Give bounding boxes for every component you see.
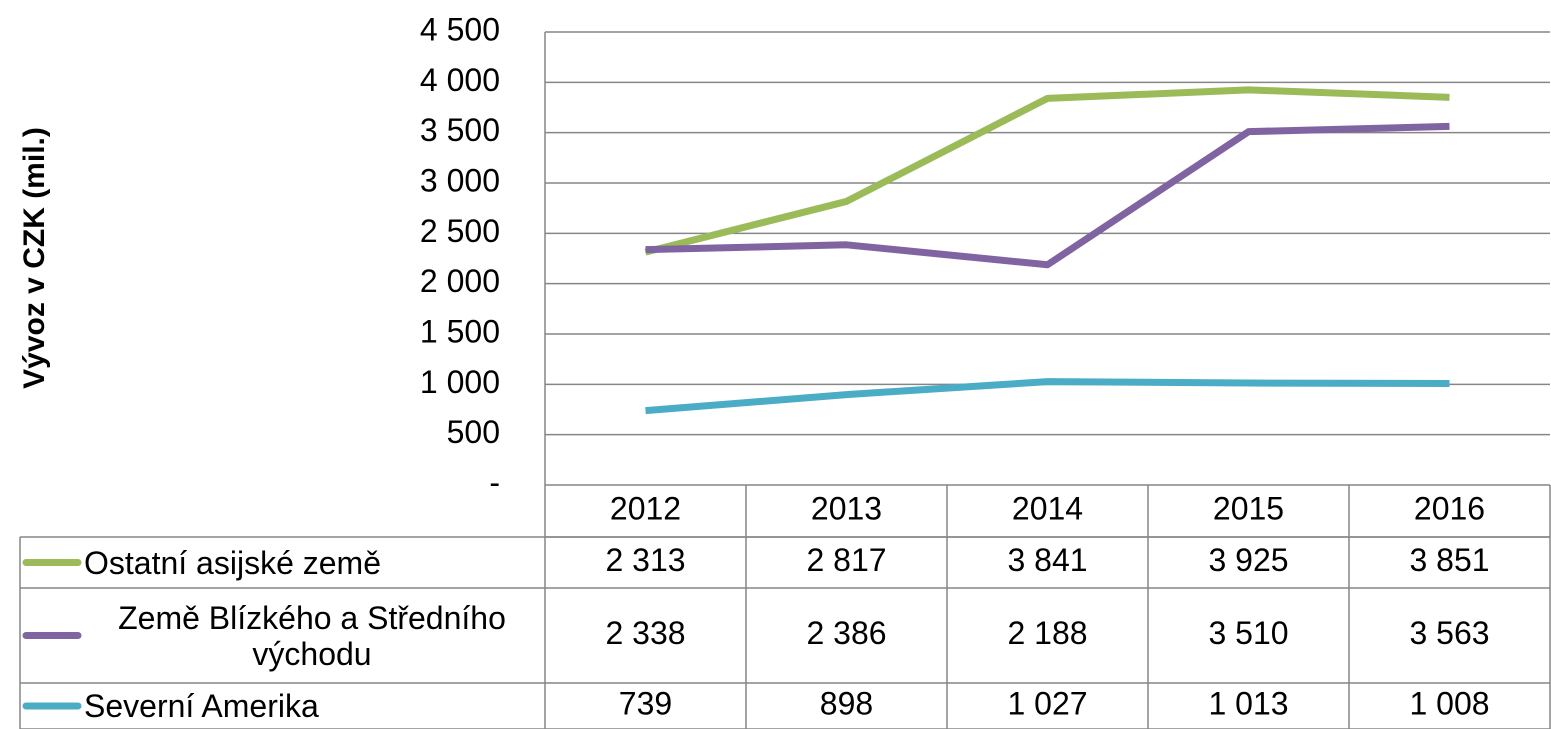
y-tick-label: 2 500 <box>420 213 500 249</box>
data-label: 2 386 <box>806 615 886 651</box>
y-axis-label: Vývoz v CZK (mil.) <box>18 127 51 389</box>
y-tick-label: - <box>489 464 500 500</box>
legend-label: Severní Amerika <box>84 688 319 724</box>
y-tick-label: 4 500 <box>420 11 500 47</box>
y-tick-label: 1 000 <box>420 364 500 400</box>
data-label: 1 027 <box>1007 685 1087 721</box>
data-label: 2 817 <box>806 542 886 578</box>
data-label: 3 841 <box>1007 542 1087 578</box>
data-label: 2 338 <box>605 615 685 651</box>
series-line <box>644 86 1450 256</box>
data-label: 3 925 <box>1208 542 1288 578</box>
x-tick-label: 2015 <box>1213 490 1284 526</box>
x-tick-label: 2016 <box>1414 490 1485 526</box>
x-tick-label: 2013 <box>811 490 882 526</box>
y-tick-label: 3 500 <box>420 112 500 148</box>
data-label: 739 <box>619 685 672 721</box>
legend-label: Ostatní asijské země <box>84 544 381 581</box>
legend-label: Země Blízkého a Středního východu <box>118 599 506 672</box>
x-tick-label: 2014 <box>1012 490 1083 526</box>
data-label: 3 563 <box>1409 615 1489 651</box>
y-tick-label: 4 000 <box>420 62 500 98</box>
y-tick-label: 1 500 <box>420 313 500 349</box>
data-label: 1 008 <box>1409 685 1489 721</box>
data-label: 2 313 <box>605 542 685 578</box>
data-label: 1 013 <box>1208 685 1288 721</box>
data-label: 3 510 <box>1208 615 1288 651</box>
y-tick-label: 2 000 <box>420 263 500 299</box>
data-label: 3 851 <box>1409 542 1489 578</box>
series-line <box>645 378 1450 415</box>
series-line <box>645 122 1450 269</box>
y-tick-label: 3 000 <box>420 162 500 198</box>
data-label: 898 <box>820 685 873 721</box>
y-tick-label: 500 <box>447 414 500 450</box>
data-label: 2 188 <box>1007 615 1087 651</box>
x-tick-label: 2012 <box>610 490 681 526</box>
